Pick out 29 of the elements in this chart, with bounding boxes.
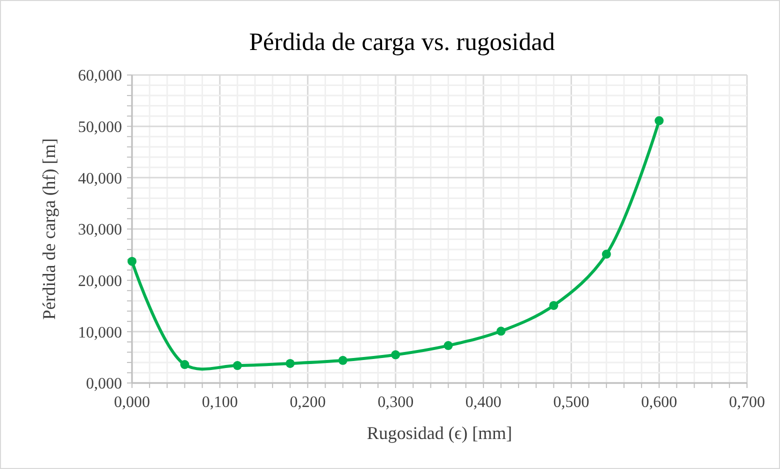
x-axis-title: Rugosidad (ϵ) [mm]: [366, 423, 512, 443]
x-tick-label: 0,700: [729, 394, 765, 411]
chart-title: Pérdida de carga vs. rugosidad: [249, 29, 556, 56]
x-tick-label: 0,000: [114, 394, 150, 411]
point: [338, 356, 348, 365]
x-tick-label: 0,400: [465, 394, 502, 411]
point: [286, 358, 295, 368]
point: [128, 256, 136, 266]
y-tick-label: 60,000: [78, 68, 122, 85]
y-axis-title: Pérdida de carga (hf) [m]: [39, 138, 59, 320]
x-tick-label: 0,300: [378, 394, 414, 411]
y-tick-label: 40,000: [78, 170, 122, 188]
y-tick-label: 10,000: [78, 324, 122, 342]
point: [180, 360, 190, 370]
y-tick-label: 50,000: [78, 118, 122, 136]
x-tick-label: 0,600: [641, 394, 678, 411]
y-tick-label: 30,000: [78, 222, 122, 239]
x-tick-label: 0,100: [202, 394, 238, 411]
point: [496, 326, 506, 336]
x-tick-label: 0,200: [290, 394, 326, 411]
y-tick-label: 0,000: [86, 376, 122, 393]
x-tick-label: 0,500: [553, 394, 590, 411]
point: [391, 350, 400, 360]
point: [444, 341, 453, 350]
point: [602, 250, 611, 259]
y-tick-label: 20,000: [78, 272, 122, 290]
point: [549, 300, 558, 310]
point: [654, 116, 664, 126]
point: [232, 361, 242, 370]
